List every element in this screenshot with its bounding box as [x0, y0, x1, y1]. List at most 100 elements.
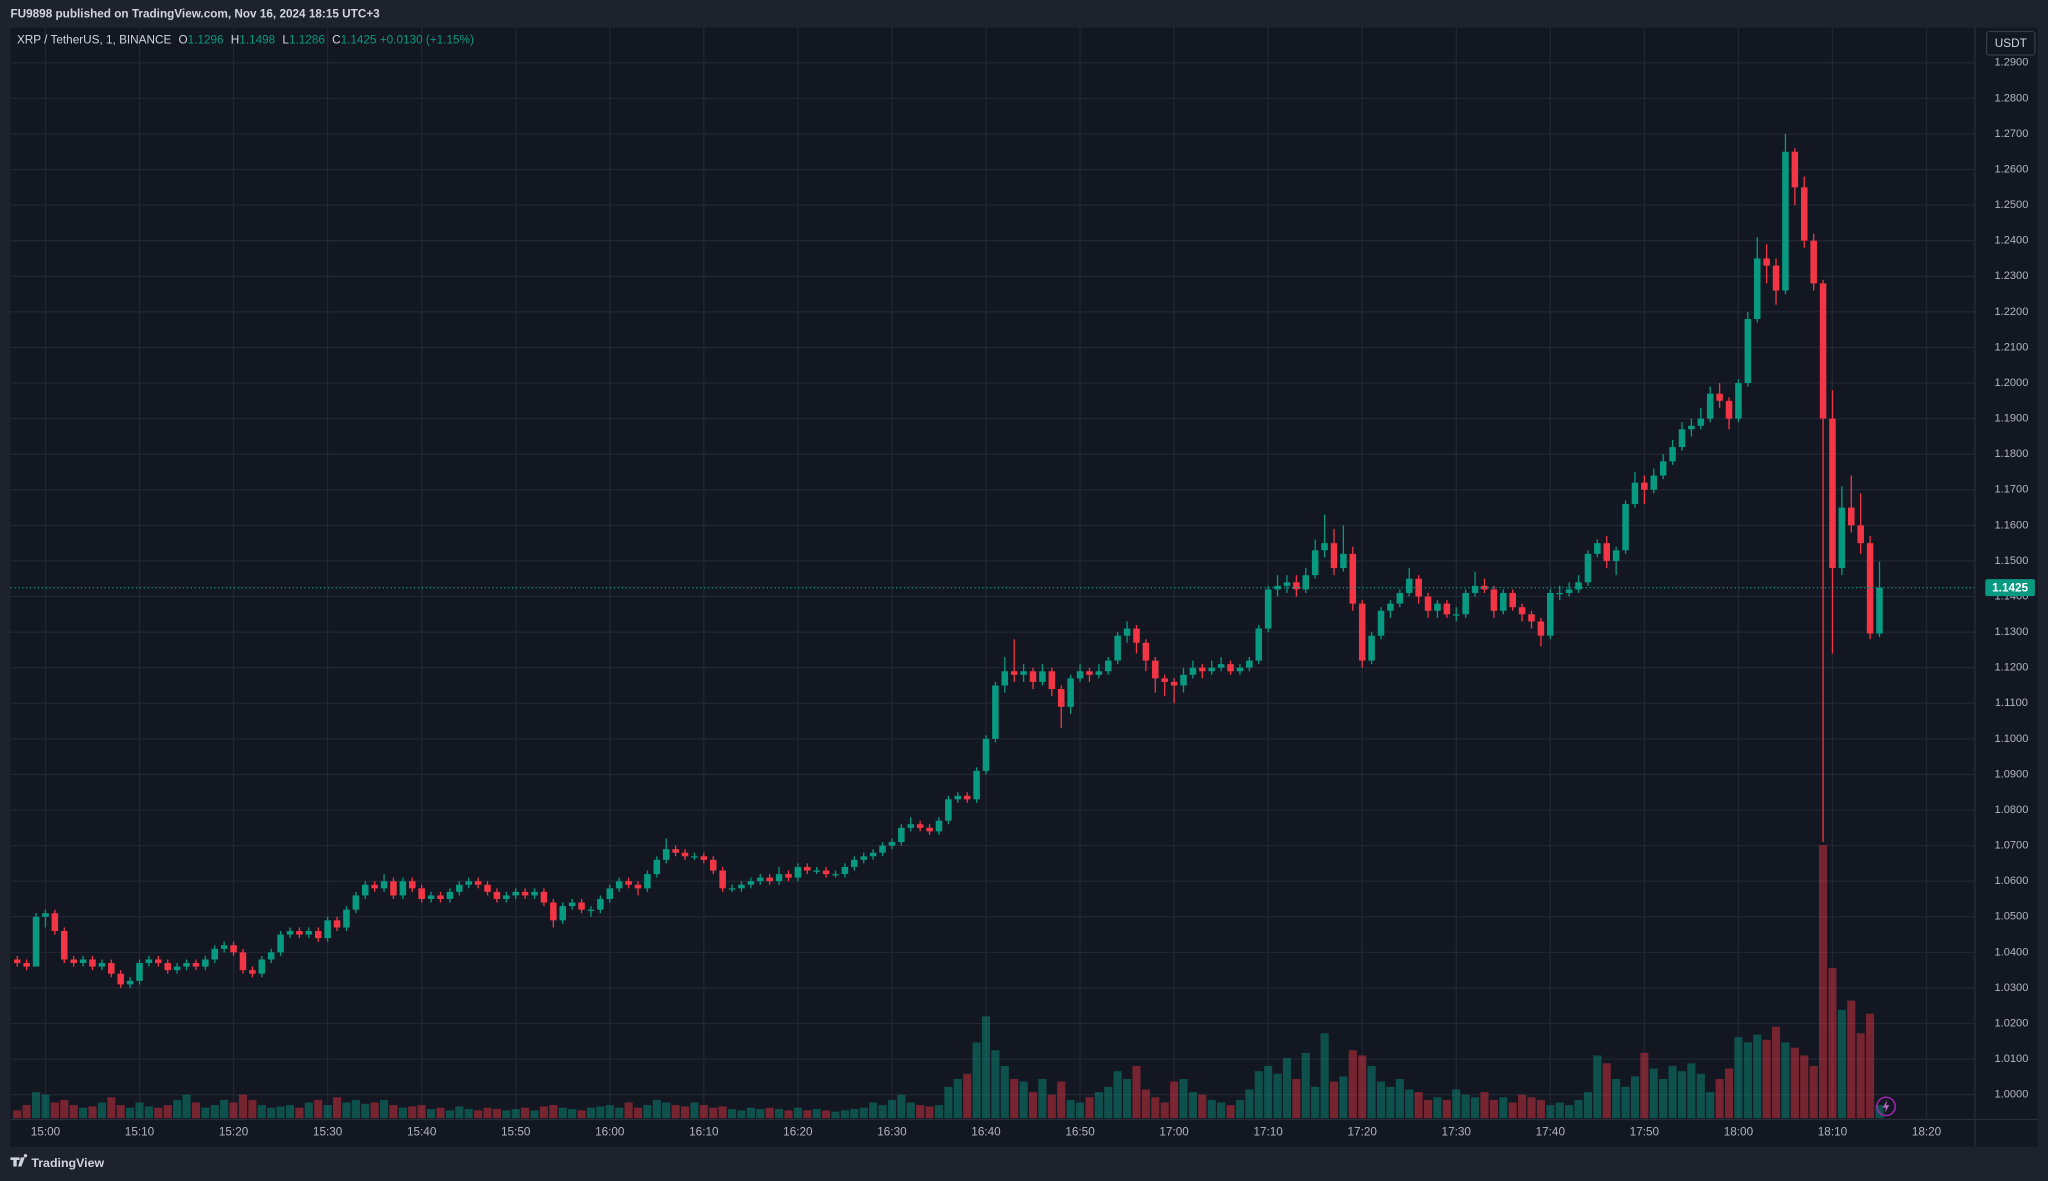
candle-body — [512, 891, 519, 896]
y-tick-label: 1.1100 — [1995, 697, 2028, 709]
volume-bar — [1659, 1078, 1668, 1119]
volume-bar — [267, 1107, 276, 1119]
x-tick-label: 15:50 — [501, 1126, 531, 1139]
volume-bar — [1367, 1065, 1376, 1119]
x-tick-label: 16:50 — [1065, 1126, 1095, 1139]
candle-body — [1208, 667, 1215, 672]
candle-body — [1763, 258, 1770, 266]
volume-bar — [1574, 1099, 1583, 1119]
x-tick-label: 17:20 — [1348, 1126, 1378, 1139]
volume-bar — [1790, 1047, 1799, 1119]
volume-bar — [1376, 1081, 1386, 1119]
volume-bar — [1809, 1065, 1818, 1119]
volume-bar — [1565, 1105, 1574, 1119]
volume-bar — [1235, 1099, 1244, 1119]
candle-body — [1246, 660, 1253, 668]
volume-bar — [1358, 1055, 1367, 1119]
currency-box[interactable] — [1985, 30, 2036, 56]
candle-body — [1772, 265, 1780, 291]
volume-bar — [276, 1106, 285, 1119]
candle-body — [1669, 447, 1676, 462]
volume-bar — [1179, 1078, 1188, 1119]
volume-bar — [1630, 1076, 1640, 1119]
candle-body — [851, 859, 858, 867]
volume-bar — [351, 1099, 360, 1119]
candle-body — [1537, 621, 1545, 636]
events-icon[interactable] — [1876, 1096, 1896, 1117]
volume-bar — [1602, 1063, 1611, 1119]
candle-body — [296, 931, 303, 935]
volume-bar — [925, 1106, 934, 1119]
candle-body — [1631, 482, 1639, 505]
candle-body — [606, 888, 614, 899]
volume-bar — [427, 1109, 436, 1119]
candle-body — [1509, 592, 1516, 608]
candle-body — [1368, 635, 1375, 661]
candle-body — [1010, 671, 1018, 675]
volume-bar — [1273, 1073, 1282, 1119]
candle-body — [700, 856, 708, 860]
volume-bar — [577, 1110, 586, 1119]
volume-bar — [1771, 1026, 1781, 1119]
candle-body — [1396, 592, 1404, 604]
candle-body — [427, 895, 435, 899]
legend-change: +0.0130 (+1.15%) — [380, 34, 474, 47]
candle-body — [484, 884, 491, 892]
volume-bar — [60, 1099, 69, 1119]
volume-bar — [1856, 1033, 1865, 1119]
volume-bar — [1141, 1089, 1150, 1119]
candle-body — [371, 884, 378, 889]
volume-bar — [1433, 1097, 1442, 1119]
candle-body — [531, 891, 538, 896]
candle-body — [98, 963, 106, 967]
candle-body — [117, 973, 124, 985]
candle-body — [126, 980, 134, 985]
candle-body — [108, 963, 115, 974]
volume-bar — [727, 1109, 737, 1119]
volume-bar — [822, 1110, 831, 1119]
volume-bar — [934, 1105, 944, 1119]
candle-body — [719, 870, 726, 889]
candle-body — [1189, 667, 1197, 675]
volume-bar — [1047, 1094, 1056, 1119]
candle-body — [1575, 582, 1582, 590]
volume-bar — [107, 1097, 116, 1119]
volume-bar — [859, 1107, 868, 1119]
candle-body — [1876, 587, 1883, 634]
volume-bar — [1480, 1092, 1489, 1119]
volume-bar — [1405, 1089, 1414, 1119]
candle-body — [202, 959, 209, 967]
candle-body — [1387, 603, 1394, 611]
volume-bar — [1311, 1086, 1320, 1119]
volume-bar — [1677, 1071, 1687, 1119]
candle-body — [888, 842, 896, 846]
candle-body — [1650, 475, 1658, 490]
volume-bar — [1151, 1097, 1160, 1119]
volume-bar — [304, 1102, 313, 1119]
candle-body — [841, 866, 849, 875]
x-tick-label: 17:00 — [1159, 1126, 1189, 1139]
volume-bar — [775, 1109, 784, 1119]
candle-body — [822, 870, 830, 875]
volume-bar — [1706, 1092, 1715, 1119]
candle-body — [963, 795, 971, 800]
candle-body — [766, 877, 773, 882]
volume-bar — [709, 1107, 718, 1119]
volume-bar — [238, 1094, 248, 1119]
candle-body — [1180, 674, 1187, 686]
candle-body — [399, 881, 407, 896]
volume-bar — [1104, 1086, 1113, 1119]
volume-bar — [1010, 1078, 1019, 1119]
candle-body — [559, 906, 567, 921]
candle-body — [1039, 671, 1046, 682]
volume-bar — [1546, 1105, 1555, 1119]
candle-body — [1377, 610, 1385, 636]
volume-bar — [492, 1109, 501, 1119]
volume-bar — [680, 1106, 690, 1119]
volume-bar — [558, 1107, 567, 1119]
volume-bar — [539, 1106, 548, 1119]
volume-bar — [116, 1105, 125, 1119]
volume-bar — [436, 1107, 445, 1119]
candle-body — [644, 874, 651, 889]
